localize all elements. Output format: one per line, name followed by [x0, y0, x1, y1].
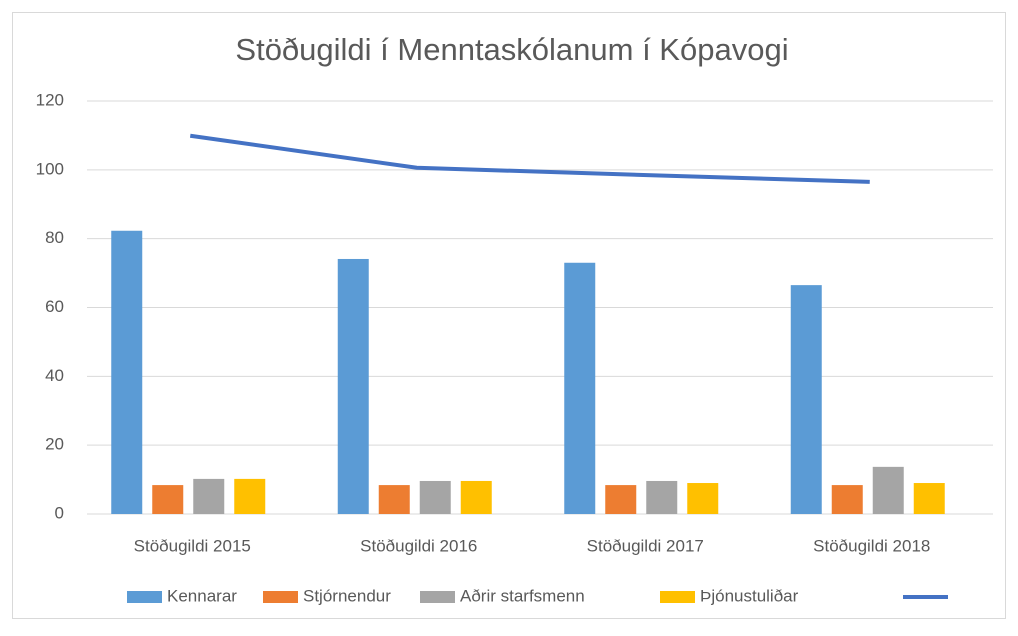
x-tick-label: Stöðugildi 2016 [360, 536, 477, 555]
y-tick-label: 120 [36, 90, 64, 109]
y-tick-label: 60 [45, 297, 64, 316]
y-tick-label: 80 [45, 228, 64, 247]
bar [234, 478, 266, 514]
bar [111, 230, 143, 514]
legend-swatch [263, 591, 298, 603]
legend-label: Aðrir starfsmenn [460, 586, 585, 605]
x-tick-label: Stöðugildi 2017 [587, 536, 704, 555]
x-tick-label: Stöðugildi 2015 [134, 536, 251, 555]
bar [687, 483, 719, 514]
y-tick-label: 40 [45, 366, 64, 385]
bar [646, 480, 678, 514]
bar [152, 485, 184, 514]
bar [460, 480, 492, 514]
legend-swatch [127, 591, 162, 603]
legend-label: Þjónustuliðar [700, 586, 799, 605]
bar [337, 258, 369, 514]
bar [564, 262, 596, 514]
y-tick-label: 100 [36, 159, 64, 178]
legend-swatch [660, 591, 695, 603]
legend-label: Kennarar [167, 586, 237, 605]
bar [193, 478, 225, 514]
bar [831, 485, 863, 514]
bar [419, 480, 451, 514]
bar [913, 483, 945, 514]
chart-border [12, 12, 1006, 619]
bar [790, 285, 822, 514]
bar [605, 485, 637, 514]
x-tick-label: Stöðugildi 2018 [813, 536, 930, 555]
y-tick-label: 20 [45, 435, 64, 454]
bar [378, 485, 410, 514]
legend-label: Stjórnendur [303, 586, 391, 605]
y-tick-label: 0 [55, 503, 64, 522]
legend-swatch [420, 591, 455, 603]
line-series [189, 133, 870, 184]
chart-title: Stöðugildi í Menntaskólanum í Kópavogi [235, 32, 788, 67]
bar [872, 466, 904, 514]
